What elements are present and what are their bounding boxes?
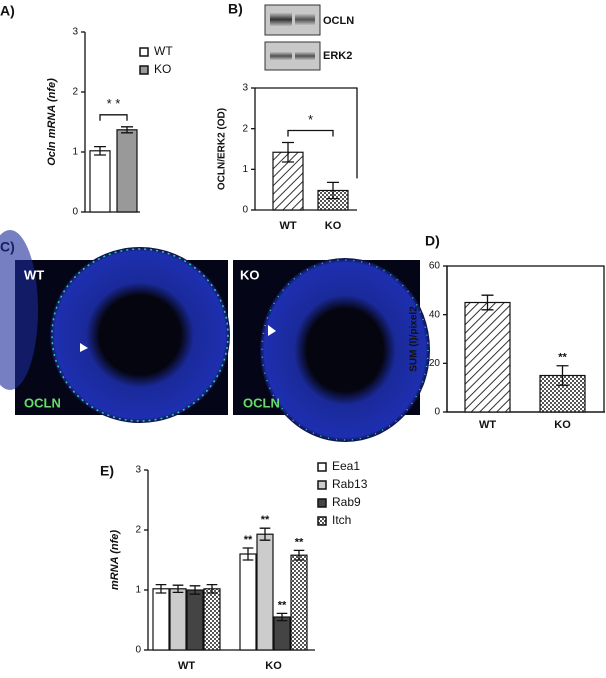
significance: ** xyxy=(278,599,287,611)
y-tick-label: 1 xyxy=(72,147,78,158)
y-axis-label: mRNA (nfe) xyxy=(109,530,121,590)
bar xyxy=(203,588,221,651)
micrographs: C) WT OCLN KO OCLN xyxy=(0,230,430,442)
panel-label: A) xyxy=(0,3,15,19)
error-bar xyxy=(242,547,254,561)
significance-bracket xyxy=(287,129,334,137)
bar xyxy=(169,588,187,651)
bar xyxy=(239,553,257,651)
error-bar xyxy=(481,294,494,311)
error-bar xyxy=(121,126,133,134)
panel-label: B) xyxy=(228,1,243,17)
y-tick-label: 40 xyxy=(429,309,441,320)
bar xyxy=(290,554,308,651)
legend-label: Eea1 xyxy=(332,459,360,473)
x-tick-label: KO xyxy=(554,419,571,431)
bracket xyxy=(255,87,358,179)
x-tick-label: KO xyxy=(325,220,342,232)
y-axis-label: Ocln mRNA (nfe) xyxy=(46,78,58,166)
legend-swatch xyxy=(317,498,327,508)
y-tick-label: 0 xyxy=(72,207,78,218)
legend-swatch xyxy=(317,516,327,526)
panel-label: D) xyxy=(425,233,440,249)
y-tick-label: 3 xyxy=(72,27,78,38)
error-bar xyxy=(556,365,569,386)
significance: * * xyxy=(107,96,121,111)
error-bar xyxy=(276,612,288,622)
x-tick-label: WT xyxy=(178,660,195,672)
image-label: WT xyxy=(24,267,44,282)
significance: ** xyxy=(295,536,304,548)
y-tick-label: 3 xyxy=(242,83,248,94)
bar xyxy=(116,129,138,213)
error-bar xyxy=(155,583,167,594)
y-tick-label: 1 xyxy=(242,164,248,175)
error-bar xyxy=(206,583,218,594)
error-bar xyxy=(293,549,305,561)
image-label: KO xyxy=(240,267,260,282)
error-bar xyxy=(327,181,339,200)
legend-swatch xyxy=(139,47,149,57)
western-blot: OCLN ERK2 xyxy=(264,4,354,71)
y-tick-label: 0 xyxy=(135,645,141,656)
panel-label: E) xyxy=(100,463,114,479)
significance: ** xyxy=(244,534,253,546)
bar xyxy=(186,589,204,651)
y-tick-label: 2 xyxy=(72,87,78,98)
stain-label: OCLN xyxy=(243,395,280,410)
bar xyxy=(256,533,274,651)
significance-bracket xyxy=(99,114,128,121)
bar xyxy=(273,616,291,651)
y-tick-label: 0 xyxy=(434,407,440,418)
x-tick-label: WT xyxy=(479,419,496,431)
bar xyxy=(89,150,111,213)
significance: ** xyxy=(261,514,270,526)
x-tick-label: KO xyxy=(265,660,282,672)
legend-swatch xyxy=(139,65,149,75)
error-bar xyxy=(189,585,201,595)
legend-label: WT xyxy=(154,44,173,58)
significance: ** xyxy=(558,352,567,364)
legend-label: Rab9 xyxy=(332,495,361,509)
bar xyxy=(464,301,511,413)
y-tick-label: 0 xyxy=(242,205,248,216)
y-tick-label: 20 xyxy=(429,358,441,369)
y-axis-label: OCLN/ERK2 (OD) xyxy=(217,108,228,190)
y-tick-label: 2 xyxy=(242,123,248,134)
error-bar xyxy=(172,584,184,594)
blot-label: ERK2 xyxy=(323,50,352,62)
y-tick-label: 1 xyxy=(135,585,141,596)
blot-label: OCLN xyxy=(323,15,354,27)
bar xyxy=(152,588,170,651)
x-tick-label: WT xyxy=(279,220,296,232)
error-bar xyxy=(282,141,294,163)
error-bar xyxy=(94,145,106,156)
significance: * xyxy=(308,112,313,127)
legend-label: Itch xyxy=(332,513,351,527)
y-tick-label: 60 xyxy=(429,261,441,272)
y-tick-label: 3 xyxy=(135,465,141,476)
legend-label: KO xyxy=(154,62,171,76)
legend-label: Rab13 xyxy=(332,477,368,491)
stain-label: OCLN xyxy=(24,395,61,410)
y-axis-label: SUM (I)/pixel2 xyxy=(409,306,420,372)
error-bar xyxy=(259,527,271,541)
legend-swatch xyxy=(317,480,327,490)
plot-frame xyxy=(446,265,605,413)
legend-swatch xyxy=(317,462,327,472)
y-tick-label: 2 xyxy=(135,525,141,536)
